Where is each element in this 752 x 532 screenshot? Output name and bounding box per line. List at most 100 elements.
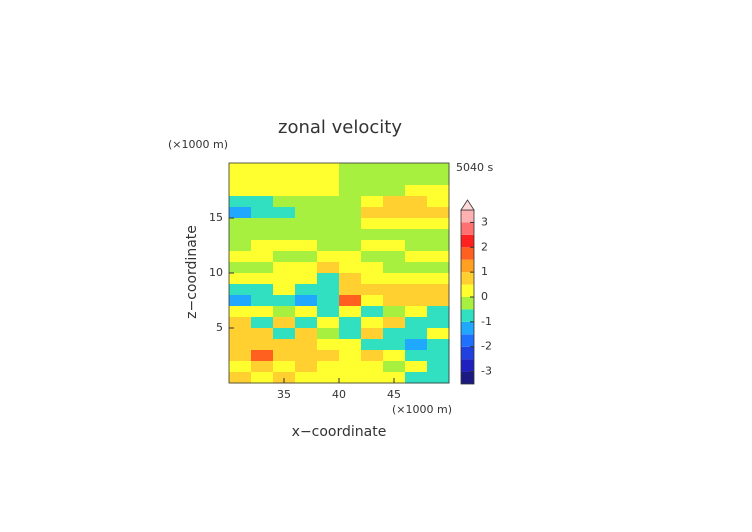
cell	[405, 339, 428, 351]
cell	[273, 339, 296, 351]
cell	[317, 372, 340, 384]
cell	[251, 295, 274, 307]
cell	[361, 196, 384, 208]
cell	[273, 372, 296, 384]
cell	[361, 273, 384, 285]
cell	[339, 174, 362, 186]
cell	[427, 339, 450, 351]
cell	[361, 174, 384, 186]
cell	[251, 273, 274, 285]
cell	[405, 174, 428, 186]
cell	[317, 284, 340, 296]
cell	[427, 174, 450, 186]
cell	[295, 350, 318, 362]
cell	[317, 350, 340, 362]
cell	[427, 295, 450, 307]
colorbar-band	[461, 247, 474, 260]
cell	[317, 240, 340, 252]
cell	[405, 284, 428, 296]
cell	[427, 251, 450, 263]
cell	[405, 350, 428, 362]
cell	[295, 240, 318, 252]
colorbar-band	[461, 222, 474, 235]
cell	[405, 240, 428, 252]
cell	[361, 251, 384, 263]
cell	[339, 163, 362, 175]
cell	[361, 163, 384, 175]
cell	[295, 328, 318, 340]
cell	[383, 273, 406, 285]
cell	[339, 339, 362, 351]
cell	[295, 306, 318, 318]
cell	[339, 207, 362, 219]
cell	[317, 328, 340, 340]
cell	[295, 361, 318, 373]
cell	[229, 295, 252, 307]
axes: 35 40 45 5 10 15 -3 -2 -1 0 1 2 3	[209, 162, 492, 401]
cell	[229, 251, 252, 263]
cell	[427, 229, 450, 241]
cell	[405, 295, 428, 307]
cell	[317, 185, 340, 197]
cell	[383, 174, 406, 186]
cell	[229, 317, 252, 329]
cell	[339, 317, 362, 329]
cell	[427, 163, 450, 175]
cell	[339, 350, 362, 362]
cell	[339, 306, 362, 318]
y-axis-label: z−coordinate	[184, 225, 200, 319]
colorbar-band	[461, 309, 474, 322]
cell	[361, 306, 384, 318]
cell	[317, 218, 340, 230]
y-unit: (×1000 m)	[168, 138, 228, 151]
cell	[251, 372, 274, 384]
chart-title: zonal velocity	[278, 117, 402, 138]
cell	[361, 350, 384, 362]
cell	[383, 284, 406, 296]
cell	[229, 262, 252, 274]
cell	[251, 317, 274, 329]
cell	[229, 185, 252, 197]
cell	[405, 372, 428, 384]
cell	[273, 218, 296, 230]
cell	[273, 284, 296, 296]
cell	[339, 185, 362, 197]
cell	[251, 196, 274, 208]
cell	[229, 350, 252, 362]
cell	[361, 229, 384, 241]
cell	[229, 163, 252, 175]
cell	[229, 273, 252, 285]
x-tick-label: 35	[277, 388, 291, 401]
cell	[295, 317, 318, 329]
cell	[229, 328, 252, 340]
x-unit: (×1000 m)	[392, 403, 452, 416]
cell	[361, 295, 384, 307]
cell	[405, 328, 428, 340]
cell	[405, 185, 428, 197]
cell	[295, 251, 318, 263]
colorbar-band	[461, 297, 474, 310]
cell	[383, 240, 406, 252]
cell	[405, 251, 428, 263]
x-axis-label: x−coordinate	[292, 424, 387, 440]
cell	[273, 207, 296, 219]
cell	[295, 185, 318, 197]
colorbar-band	[461, 334, 474, 347]
cell	[295, 284, 318, 296]
cell	[295, 262, 318, 274]
cell	[339, 284, 362, 296]
cell	[251, 229, 274, 241]
cell	[427, 273, 450, 285]
cell	[339, 262, 362, 274]
cell	[295, 295, 318, 307]
cell	[339, 295, 362, 307]
cell	[383, 207, 406, 219]
colorbar-label: -2	[481, 340, 492, 353]
cell	[229, 218, 252, 230]
cell	[251, 207, 274, 219]
cell	[251, 185, 274, 197]
colorbar-band	[461, 321, 474, 335]
cell	[339, 229, 362, 241]
time-label: 5040 s	[456, 161, 493, 174]
cell	[361, 240, 384, 252]
